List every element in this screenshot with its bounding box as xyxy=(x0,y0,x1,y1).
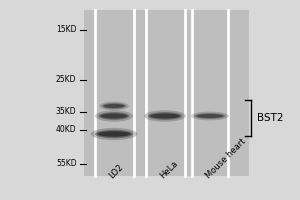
Text: Mouse heart: Mouse heart xyxy=(204,137,247,180)
Ellipse shape xyxy=(196,114,224,118)
Text: HeLa: HeLa xyxy=(159,159,180,180)
Ellipse shape xyxy=(102,103,126,109)
Bar xyxy=(84,10,249,176)
Ellipse shape xyxy=(98,112,130,120)
Ellipse shape xyxy=(144,110,186,122)
Ellipse shape xyxy=(98,131,130,137)
Ellipse shape xyxy=(148,112,182,120)
Text: LO2: LO2 xyxy=(108,162,125,180)
Text: 40KD: 40KD xyxy=(56,126,76,134)
Ellipse shape xyxy=(194,113,226,119)
Ellipse shape xyxy=(95,130,133,138)
Ellipse shape xyxy=(91,128,137,140)
Ellipse shape xyxy=(150,113,180,119)
Ellipse shape xyxy=(95,110,133,122)
Text: 25KD: 25KD xyxy=(56,75,76,84)
Ellipse shape xyxy=(100,113,127,119)
Text: 35KD: 35KD xyxy=(56,108,76,116)
Ellipse shape xyxy=(103,104,124,108)
Ellipse shape xyxy=(191,112,229,120)
Ellipse shape xyxy=(99,102,129,110)
Text: BST2: BST2 xyxy=(256,113,283,123)
Text: 55KD: 55KD xyxy=(56,160,76,168)
Text: 15KD: 15KD xyxy=(56,25,76,34)
